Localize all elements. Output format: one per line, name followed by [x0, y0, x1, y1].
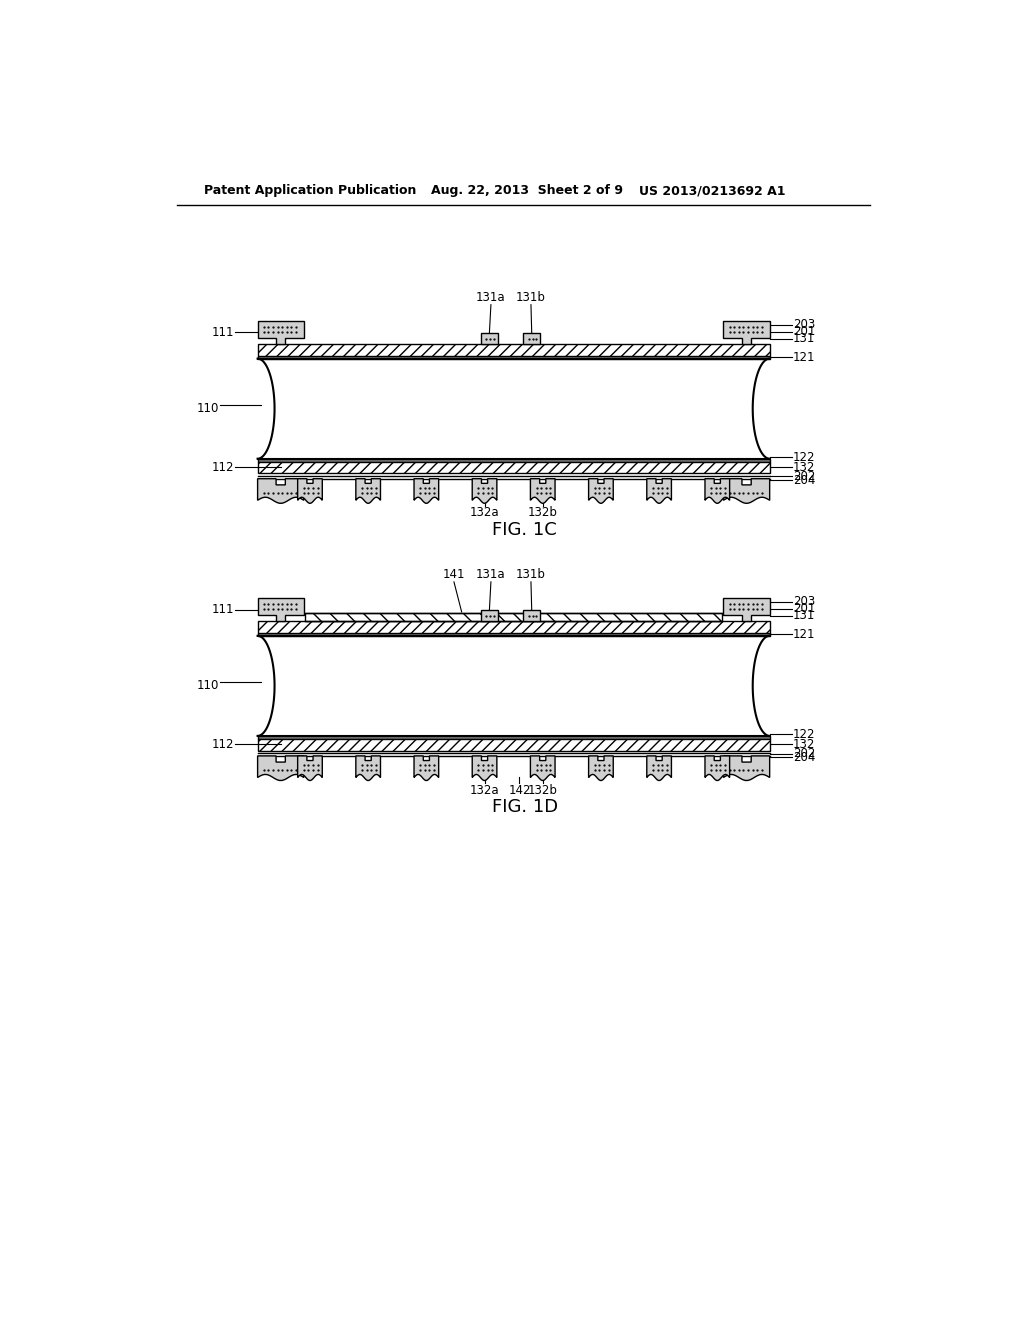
Bar — [258, 737, 770, 739]
Text: 111: 111 — [212, 326, 234, 339]
Bar — [258, 739, 770, 751]
Text: 121: 121 — [793, 351, 815, 363]
Polygon shape — [258, 598, 304, 622]
Bar — [258, 359, 770, 459]
Text: Aug. 22, 2013  Sheet 2 of 9: Aug. 22, 2013 Sheet 2 of 9 — [431, 185, 623, 197]
Text: 112: 112 — [212, 461, 234, 474]
Bar — [523, 333, 541, 345]
Text: 110: 110 — [197, 680, 219, 693]
Text: 121: 121 — [793, 628, 815, 640]
Polygon shape — [298, 479, 323, 503]
Text: 142: 142 — [508, 784, 530, 797]
Polygon shape — [647, 479, 672, 503]
Text: 203: 203 — [793, 595, 815, 609]
Text: 141: 141 — [442, 568, 465, 581]
Polygon shape — [356, 756, 381, 780]
Text: 131: 131 — [793, 333, 815, 345]
Text: US 2013/0213692 A1: US 2013/0213692 A1 — [639, 185, 785, 197]
Polygon shape — [414, 479, 438, 503]
Polygon shape — [258, 321, 304, 345]
Bar — [258, 632, 770, 636]
Text: 132a: 132a — [470, 784, 500, 797]
Polygon shape — [530, 756, 555, 780]
Polygon shape — [705, 756, 730, 780]
Polygon shape — [724, 479, 770, 503]
Polygon shape — [530, 479, 555, 503]
Polygon shape — [414, 756, 438, 780]
Polygon shape — [589, 756, 613, 780]
Polygon shape — [298, 756, 323, 780]
Polygon shape — [472, 756, 497, 780]
Text: 111: 111 — [212, 603, 234, 616]
Text: 132: 132 — [793, 738, 815, 751]
Polygon shape — [589, 479, 613, 503]
Text: 122: 122 — [793, 450, 815, 463]
Polygon shape — [258, 479, 304, 503]
Bar — [258, 636, 770, 737]
Polygon shape — [724, 321, 770, 345]
Polygon shape — [472, 479, 497, 503]
Text: 131b: 131b — [516, 290, 546, 304]
Bar — [258, 345, 770, 355]
Text: 201: 201 — [793, 602, 815, 615]
Polygon shape — [356, 479, 381, 503]
Text: 202: 202 — [793, 747, 815, 760]
Text: 132b: 132b — [527, 784, 558, 797]
Bar — [258, 355, 770, 359]
Bar — [481, 333, 498, 345]
Text: 110: 110 — [197, 403, 219, 416]
Text: Patent Application Publication: Patent Application Publication — [204, 185, 416, 197]
Text: 132a: 132a — [470, 507, 500, 520]
Bar — [305, 614, 722, 622]
Text: 131a: 131a — [476, 568, 506, 581]
Text: 201: 201 — [793, 325, 815, 338]
Polygon shape — [258, 756, 304, 780]
Text: 131a: 131a — [476, 290, 506, 304]
Text: FIG. 1C: FIG. 1C — [493, 520, 557, 539]
Text: 132: 132 — [793, 461, 815, 474]
Bar — [258, 459, 770, 462]
Bar — [481, 610, 498, 622]
Polygon shape — [724, 756, 770, 780]
Text: 112: 112 — [212, 738, 234, 751]
Text: 204: 204 — [793, 474, 815, 487]
Polygon shape — [724, 598, 770, 622]
Text: 131b: 131b — [516, 568, 546, 581]
Text: 204: 204 — [793, 751, 815, 764]
Polygon shape — [705, 479, 730, 503]
Bar — [523, 610, 541, 622]
Bar — [258, 462, 770, 474]
Text: 131: 131 — [793, 610, 815, 622]
Polygon shape — [647, 756, 672, 780]
Text: 202: 202 — [793, 470, 815, 483]
Text: 132b: 132b — [527, 507, 558, 520]
Text: 203: 203 — [793, 318, 815, 331]
Text: 122: 122 — [793, 727, 815, 741]
Text: FIG. 1D: FIG. 1D — [492, 797, 558, 816]
Bar — [258, 622, 770, 632]
